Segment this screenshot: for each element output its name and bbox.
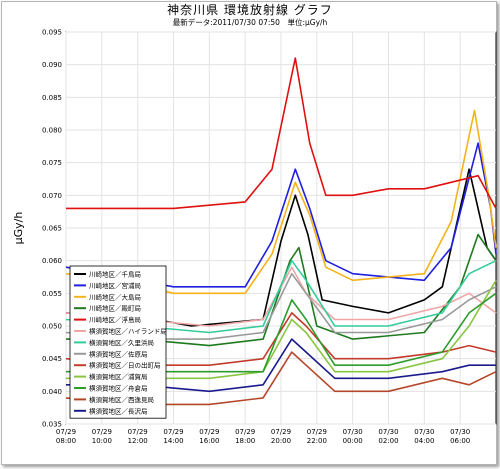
legend-entry: 横須賀地区／西逸見局 <box>89 395 154 404</box>
y-tick-label: 0.065 <box>42 225 62 233</box>
series-line <box>65 351 497 406</box>
legend-entry: 横須賀地区／佐原局 <box>89 349 148 358</box>
x-tick-date: 07/30 <box>450 428 470 436</box>
legend-entry: 川崎地区／浮島局 <box>89 315 141 324</box>
x-tick-time: 06:00 <box>450 437 470 445</box>
legend-entry: 横須賀地区／舟倉局 <box>89 384 148 393</box>
legend-entry: 横須賀地区／長沢局 <box>89 406 148 415</box>
x-tick-time: 10:00 <box>92 437 112 445</box>
y-tick-label: 0.085 <box>42 94 62 102</box>
y-tick-label: 0.050 <box>42 323 62 331</box>
x-tick-time: 16:00 <box>199 437 219 445</box>
y-tick-label: 0.075 <box>42 159 62 167</box>
x-tick-time: 08:00 <box>56 437 76 445</box>
series-line <box>65 168 497 327</box>
legend-entry: 横須賀地区／ハイランド局 <box>89 327 167 336</box>
y-tick-label: 0.060 <box>42 257 62 265</box>
x-tick-date: 07/29 <box>199 428 219 436</box>
x-tick-date: 07/29 <box>92 428 112 436</box>
series-line <box>66 292 497 373</box>
y-tick-label: 0.055 <box>42 290 62 298</box>
x-tick-date: 07/29 <box>235 428 255 436</box>
legend-entry: 横須賀地区／久里浜局 <box>89 338 154 347</box>
series-line <box>65 272 497 340</box>
x-tick-date: 07/30 <box>343 428 363 436</box>
legend-entry: 横須賀地区／日の出町局 <box>89 361 161 370</box>
y-tick-label: 0.045 <box>42 355 62 363</box>
x-tick-date: 07/30 <box>414 428 434 436</box>
x-tick-time: 04:00 <box>414 437 434 445</box>
y-tick-label: 0.070 <box>42 192 62 200</box>
legend-entry: 横須賀地区／浦賀局 <box>89 372 148 381</box>
y-tick-label: 0.095 <box>42 29 62 37</box>
chart-subtitle: 最新データ:2011/07/30 07:50 単位:μGy/h <box>172 18 328 27</box>
x-tick-date: 07/29 <box>128 428 148 436</box>
y-tick-label: 0.035 <box>42 421 62 429</box>
legend-entry: 川崎地区／殿町局 <box>89 304 141 313</box>
y-axis-label: μGy/h <box>12 212 25 245</box>
x-tick-date: 07/29 <box>56 428 76 436</box>
x-tick-time: 12:00 <box>128 437 148 445</box>
x-tick-time: 02:00 <box>378 437 398 445</box>
series-line <box>66 57 497 210</box>
chart-title: 神奈川県 環境放射線 グラフ <box>167 3 333 17</box>
x-tick-time: 20:00 <box>271 437 291 445</box>
series-line <box>65 259 497 334</box>
x-tick-time: 22:00 <box>307 437 327 445</box>
x-tick-time: 18:00 <box>235 437 255 445</box>
y-tick-label: 0.090 <box>42 61 62 69</box>
legend-entry: 川崎地区／千鳥局 <box>89 270 141 279</box>
series-line <box>65 312 497 366</box>
series-line <box>66 279 497 380</box>
y-tick-label: 0.040 <box>42 388 62 396</box>
x-tick-time: 00:00 <box>343 437 363 445</box>
series-line <box>66 233 497 347</box>
series-line <box>65 109 497 295</box>
x-tick-time: 14:00 <box>163 437 183 445</box>
x-tick-date: 07/29 <box>163 428 183 436</box>
x-tick-date: 07/29 <box>307 428 327 436</box>
x-tick-date: 07/30 <box>378 428 398 436</box>
x-tick-date: 07/29 <box>271 428 291 436</box>
y-tick-label: 0.080 <box>42 127 62 135</box>
legend-entry: 川崎地区／宮浦局 <box>89 281 141 290</box>
legend-entry: 川崎地区／大島局 <box>89 292 141 301</box>
series-line <box>66 338 496 393</box>
